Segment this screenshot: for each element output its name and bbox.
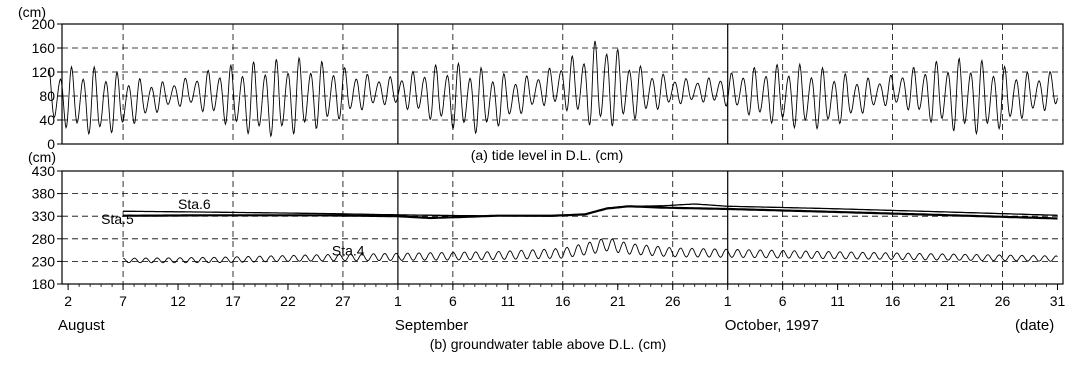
y-tick-label: 200 (32, 16, 56, 32)
sta4-label: Sta.4 (332, 243, 365, 259)
y-tick-label: 120 (32, 64, 56, 80)
x-tick-label: 1 (394, 293, 402, 309)
tide-panel: 0 40 80 120 160 200 (cm) (a) tide level in D.… (18, 4, 1064, 163)
x-tick-label: 22 (280, 293, 296, 309)
y-tick-label: 330 (32, 208, 56, 224)
groundwater-plot-frame (61, 170, 1064, 285)
x-tick-label: 11 (501, 293, 516, 309)
month-label-august: August (58, 317, 106, 334)
x-tick-label: 21 (610, 293, 626, 309)
date-x-axis: 2 7 12 17 22 27 1 6 11 16 21 26 1 6 11 16 21 26 31 (64, 284, 1066, 309)
y-tick-label: 380 (32, 186, 56, 202)
month-label-september: September (395, 317, 468, 334)
x-tick-label: 26 (995, 293, 1011, 309)
x-tick-label: 6 (779, 293, 787, 309)
x-tick-label: 2 (64, 293, 72, 309)
x-tick-label: 26 (665, 293, 681, 309)
y-tick-label: 430 (32, 163, 56, 179)
x-tick-label: 31 (1050, 293, 1066, 309)
y-tick-label: 80 (39, 88, 55, 104)
x-axis-unit-label: (date) (1015, 317, 1054, 334)
tide-level-line (48, 40, 1058, 138)
sta5-label: Sta.5 (101, 211, 134, 227)
x-tick-label: 6 (449, 293, 457, 309)
groundwater-caption: (b) groundwater table above D.L. (cm) (430, 336, 667, 352)
groundwater-series: Sta.6 Sta.5 Sta.4 (101, 196, 1058, 264)
groundwater-grid (62, 171, 1063, 284)
tide-caption: (a) tide level in D.L. (cm) (471, 147, 623, 163)
x-tick-label: 21 (940, 293, 956, 309)
tide-unit-label: (cm) (18, 4, 46, 20)
groundwater-unit-label: (cm) (28, 149, 56, 165)
month-label-october: October, 1997 (725, 317, 819, 334)
x-tick-label: 27 (335, 293, 351, 309)
x-tick-label: 16 (555, 293, 571, 309)
tide-grid (62, 24, 1063, 144)
x-tick-label: 17 (225, 293, 241, 309)
x-tick-label: 12 (170, 293, 186, 309)
y-tick-label: 230 (32, 253, 56, 269)
sta6-label: Sta.6 (178, 196, 211, 212)
x-tick-label: 1 (724, 293, 732, 309)
sta5-line (123, 205, 1058, 220)
tide-y-axis: 0 40 80 120 160 200 (32, 16, 62, 152)
y-tick-label: 0 (47, 136, 55, 152)
y-tick-label: 180 (32, 276, 56, 292)
tide-series (48, 40, 1058, 138)
x-tick-label: 7 (119, 293, 127, 309)
tide-plot-frame (61, 23, 1064, 145)
x-tick-label: 16 (885, 293, 901, 309)
x-tick-label: 11 (830, 293, 845, 309)
y-tick-label: 40 (39, 112, 55, 128)
groundwater-y-axis: 180 230 280 330 380 430 (32, 163, 62, 292)
y-tick-label: 160 (32, 40, 56, 56)
y-tick-label: 280 (32, 231, 56, 247)
sta4-line (122, 238, 1058, 264)
